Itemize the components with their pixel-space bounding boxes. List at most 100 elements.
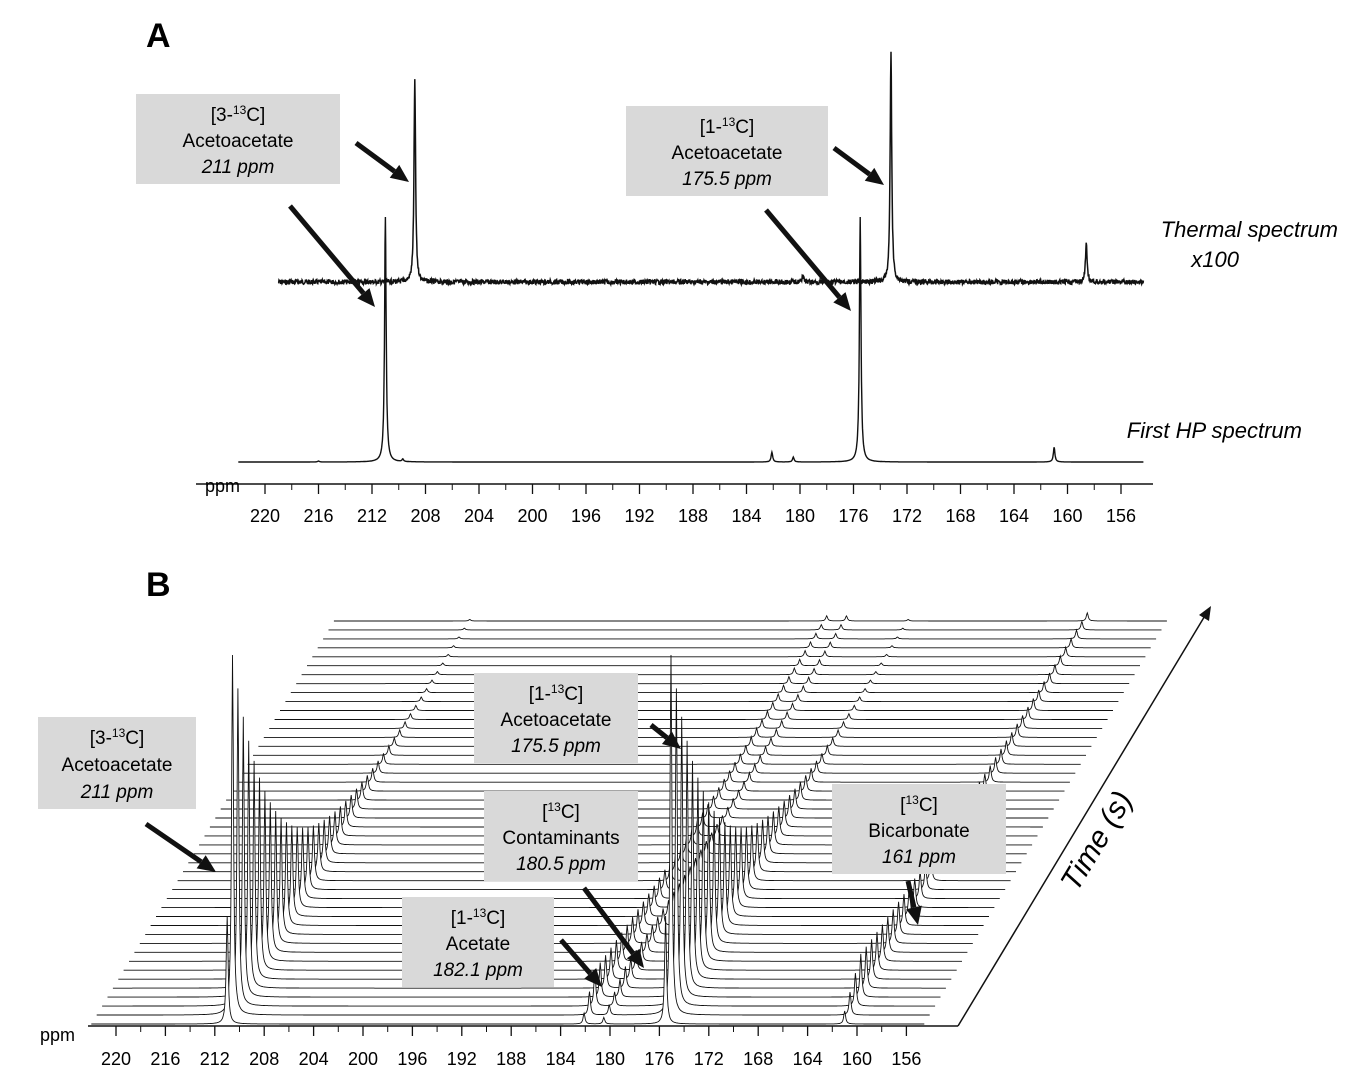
annotation-label: [1-13C] (529, 682, 584, 705)
panel-b-tick-label: 184 (546, 1049, 576, 1069)
waterfall-spectrum-trace (280, 698, 1113, 711)
waterfall-spectrum-trace (139, 810, 973, 944)
panel-b-tick-label: 220 (101, 1049, 131, 1069)
panel-a-tick-label: 204 (464, 506, 494, 526)
arrow-to-thermal-173 (832, 145, 872, 177)
annotation-b-contaminants: [13C] Contaminants 180.5 ppm (484, 791, 638, 881)
panel-b-tick-label: 208 (249, 1049, 279, 1069)
annotation-ppm: 180.5 ppm (516, 854, 606, 875)
annotation-box (484, 791, 638, 881)
annotation-compound: Acetoacetate (62, 755, 173, 776)
waterfall-spectrum-trace (263, 723, 1097, 738)
arrow-to-thermal-173-head (864, 167, 884, 185)
isotope-superscript: 13 (722, 115, 736, 129)
arrow-to-b-180 (582, 886, 636, 956)
arrow-to-b-180-head (626, 948, 644, 968)
panel-a-axis-unit: ppm (205, 476, 240, 496)
panel-a-label: A (146, 17, 171, 55)
panel-a-tick-label: 192 (624, 506, 654, 526)
waterfall-spectrum-trace (312, 645, 1146, 658)
annotation-ppm: 161 ppm (882, 847, 956, 868)
arrow-to-hp-211-head (357, 288, 375, 307)
first-hp-spectrum-line (238, 216, 1144, 463)
arrow-to-thermal-208-head (389, 164, 409, 182)
waterfall-spectrum-trace (333, 611, 1167, 622)
annotation-compound: Acetate (446, 934, 510, 955)
waterfall-spectrum-trace (102, 688, 936, 1007)
panel-b-tick-label: 168 (743, 1049, 773, 1069)
panel-a-tick-label: 208 (410, 506, 440, 526)
annotation-b-3c-acetoacetate: [3-13C] Acetoacetate 211 ppm (38, 717, 196, 809)
panel-b-tick-label: 176 (644, 1049, 674, 1069)
annotation-label: [3-13C] (90, 726, 145, 749)
thermal-spectrum-line (277, 51, 1145, 288)
time-axis-arrowhead (1199, 606, 1211, 621)
thermal-spectrum-scale-label: x100 (1190, 247, 1239, 272)
panel-b-tick-label: 164 (793, 1049, 823, 1069)
isotope-superscript: 13 (551, 682, 565, 696)
waterfall-spectrum-trace (242, 757, 1076, 774)
waterfall-spectrum-trace (290, 681, 1124, 694)
waterfall-spectrum-trace (161, 827, 995, 909)
arrow-to-thermal-208 (354, 140, 396, 174)
panel-b-tick-label: 160 (842, 1049, 872, 1069)
annotation-box (136, 94, 340, 184)
annotation-box (626, 106, 828, 196)
waterfall-spectrum-trace (172, 827, 1006, 891)
annotation-box (832, 784, 1006, 874)
arrow-to-b-211 (144, 821, 203, 864)
waterfall-spectrum-trace (91, 915, 925, 1025)
arrow-to-b-175-head (661, 731, 681, 749)
waterfall-spectrum-trace (107, 716, 941, 998)
panel-b-arrows (144, 723, 922, 987)
arrow-to-hp-175-head (833, 292, 851, 311)
panel-b-tick-label: 192 (447, 1049, 477, 1069)
arrow-to-b-211-head (196, 855, 216, 872)
waterfall-spectrum-trace (166, 827, 1000, 900)
annotation-label: [1-13C] (700, 115, 755, 138)
panel-b-tick-label: 172 (694, 1049, 724, 1069)
panel-b-tick-label: 180 (595, 1049, 625, 1069)
waterfall-spectrum-trace (323, 628, 1157, 640)
waterfall-spectrum-trace (253, 740, 1086, 756)
isotope-superscript: 13 (473, 906, 487, 920)
panel-a-tick-label: 176 (838, 506, 868, 526)
panel-a-tick-label: 188 (678, 506, 708, 526)
panel-b-tick-label: 216 (150, 1049, 180, 1069)
annotation-box (38, 717, 196, 809)
waterfall-spectrum-trace (269, 715, 1103, 729)
waterfall-spectrum-trace (285, 689, 1119, 703)
panel-a-tick-label: 220 (250, 506, 280, 526)
waterfall-spectrum-trace (317, 636, 1151, 649)
thermal-spectrum-label: Thermal spectrum (1161, 217, 1338, 242)
annotation-b-1c-acetoacetate: [1-13C] Acetoacetate 175.5 ppm (474, 673, 638, 763)
arrow-to-b-182 (559, 938, 593, 976)
panel-a-tick-label: 184 (731, 506, 761, 526)
waterfall-spectrum-trace (156, 825, 989, 917)
waterfall-spectrum-trace (247, 748, 1081, 765)
annotation-a-1c-acetoacetate: [1-13C] Acetoacetate 175.5 ppm (626, 106, 828, 196)
arrow-to-b-182-head (584, 968, 602, 987)
isotope-superscript: 13 (112, 726, 126, 740)
waterfall-spectrum-trace (301, 664, 1135, 676)
panel-a-tick-label: 160 (1052, 506, 1082, 526)
annotation-a-3c-acetoacetate: [3-13C] Acetoacetate 211 ppm (136, 94, 340, 184)
annotation-label: [1-13C] (451, 906, 506, 929)
annotation-ppm: 211 ppm (80, 782, 154, 803)
waterfall-spectrum-trace (145, 817, 979, 935)
waterfall-spectrum-trace (150, 822, 984, 926)
panel-b-tick-label: 212 (200, 1049, 230, 1069)
annotation-ppm: 182.1 ppm (433, 960, 523, 981)
panel-a-tick-label: 200 (517, 506, 547, 526)
annotation-compound: Acetoacetate (672, 143, 783, 164)
waterfall-spectrum-trace (296, 672, 1130, 685)
panel-a-tick-label: 164 (999, 506, 1029, 526)
panel-a-tick-label: 168 (945, 506, 975, 526)
annotation-ppm: 175.5 ppm (682, 169, 772, 190)
time-axis-line (957, 613, 1207, 1027)
annotation-compound: Bicarbonate (868, 821, 969, 842)
isotope-superscript: 13 (547, 800, 561, 814)
annotation-b-acetate: [1-13C] Acetate 182.1 ppm (402, 897, 554, 987)
panel-a-arrows (288, 140, 884, 311)
waterfall-spectrum-trace (236, 765, 1070, 783)
